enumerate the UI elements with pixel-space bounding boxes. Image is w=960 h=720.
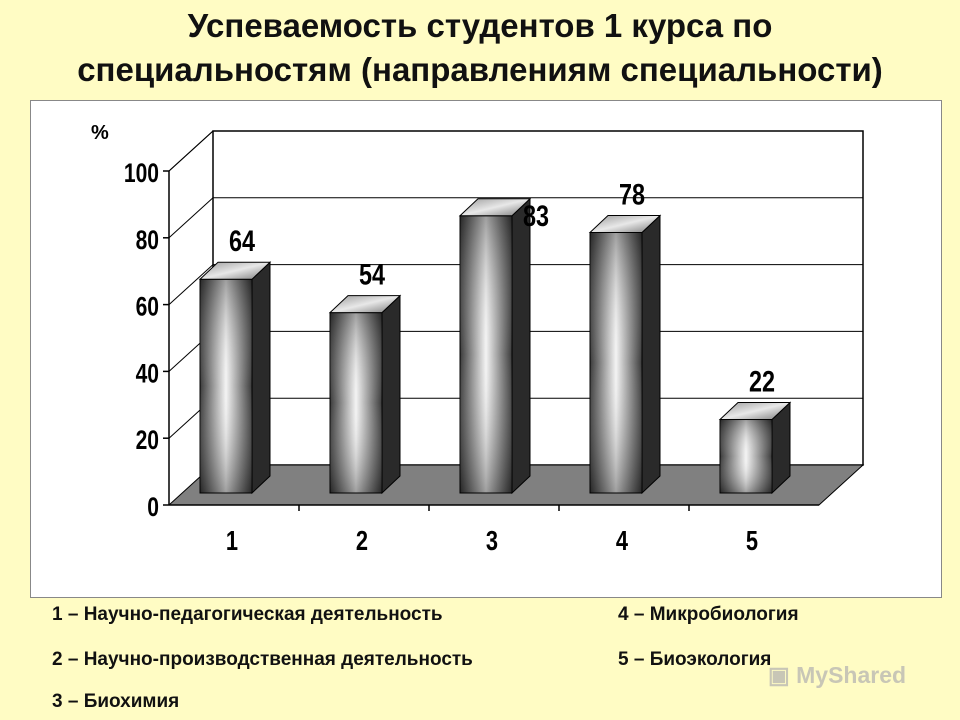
x-tick-label-1: 1 bbox=[226, 525, 238, 556]
y-tick-label: 40 bbox=[136, 359, 159, 389]
watermark: ▣ MyShared bbox=[768, 662, 907, 688]
bar-5 bbox=[718, 401, 792, 495]
bar-shade bbox=[720, 419, 772, 493]
bar-shade bbox=[590, 232, 642, 494]
data-label-5: 22 bbox=[749, 365, 775, 398]
y-tick-label: 80 bbox=[136, 225, 159, 255]
bar-side bbox=[641, 214, 661, 495]
bar-side bbox=[381, 294, 401, 495]
title-line-2: специальностям (направлениям специальнос… bbox=[77, 51, 883, 88]
legend-item-3: 3 – Биохимия bbox=[52, 691, 180, 712]
bar-chart: 0 20 40 60 80 100% 64 1 54 2 83 3 78 4 22 5 bbox=[91, 122, 865, 557]
bar-1 bbox=[198, 261, 272, 495]
bar-shade bbox=[330, 312, 382, 493]
y-tick-label: 20 bbox=[136, 426, 159, 456]
data-label-1: 64 bbox=[229, 224, 255, 257]
title-line-1: Успеваемость студентов 1 курса по bbox=[187, 7, 773, 44]
x-tick-label-5: 5 bbox=[746, 525, 758, 556]
bar-side bbox=[511, 197, 531, 495]
y-axis-unit: % bbox=[91, 122, 109, 144]
bar-top bbox=[718, 402, 792, 421]
x-tick-label-4: 4 bbox=[616, 525, 628, 556]
legend-item-4: 4 – Микробиология bbox=[618, 604, 799, 625]
legend-item-5: 5 – Биоэкология bbox=[618, 649, 772, 670]
bar-shade bbox=[460, 215, 512, 493]
gridline-diagonal bbox=[168, 264, 214, 305]
gridline-diagonal bbox=[168, 197, 214, 239]
chart-title: Успеваемость студентов 1 курса по специа… bbox=[0, 4, 960, 92]
bar-top bbox=[328, 295, 402, 314]
data-label-4: 78 bbox=[619, 178, 645, 211]
x-tick-label-3: 3 bbox=[486, 525, 498, 556]
bar-3 bbox=[458, 197, 532, 495]
bar-top bbox=[458, 198, 532, 217]
x-tick-label-2: 2 bbox=[356, 525, 368, 556]
chart-area: 0 20 40 60 80 100% 64 1 54 2 83 3 78 4 22 5 bbox=[30, 100, 942, 598]
y-tick-label: 100 bbox=[124, 159, 159, 189]
bar-2 bbox=[328, 294, 402, 495]
bar-shade bbox=[200, 279, 252, 493]
y-tick-label: 0 bbox=[147, 493, 159, 523]
bar-top bbox=[198, 261, 272, 280]
gridline-diagonal bbox=[168, 130, 214, 172]
data-label-2: 54 bbox=[359, 258, 385, 291]
legend-item-2: 2 – Научно-производственная деятельность bbox=[52, 649, 473, 670]
bar-side bbox=[251, 261, 271, 495]
data-label-3: 83 bbox=[523, 199, 549, 232]
y-tick-label: 60 bbox=[136, 292, 159, 322]
legend-item-1: 1 – Научно-педагогическая деятельность bbox=[52, 604, 443, 625]
bar-top bbox=[588, 214, 662, 233]
bar-4 bbox=[588, 214, 662, 495]
